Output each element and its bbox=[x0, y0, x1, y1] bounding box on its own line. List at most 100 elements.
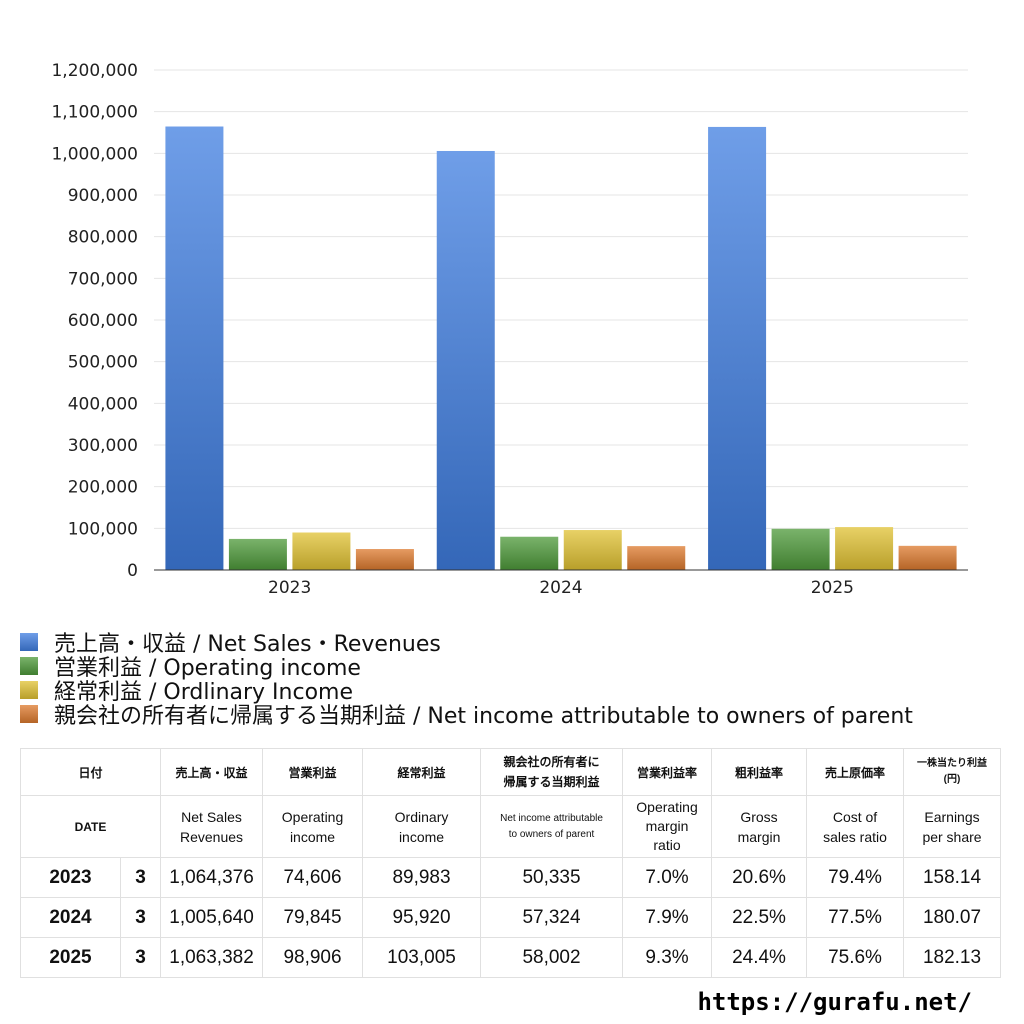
header-operating-margin-ja: 営業利益率 bbox=[622, 748, 713, 796]
bar-2024-series-0 bbox=[436, 150, 495, 570]
legend-item-net-income: 親会社の所有者に帰属する当期利益 / Net income attributab… bbox=[20, 702, 913, 729]
cell-ordinary-income: 103,005 bbox=[362, 937, 482, 978]
y-tick-label: 1,000,000 bbox=[51, 144, 138, 164]
bar-2023-series-1 bbox=[228, 538, 287, 570]
legend-swatch-operating-income bbox=[20, 657, 38, 675]
cell-net-income: 50,335 bbox=[480, 857, 624, 898]
bar-2024-series-2 bbox=[563, 530, 622, 570]
bar-2025-series-2 bbox=[835, 527, 894, 570]
cell-year: 2025 bbox=[20, 937, 121, 978]
header-eps-en: Earnings per share bbox=[903, 795, 1002, 858]
legend-swatch-ordinary-income bbox=[20, 681, 38, 699]
header-operating-income-ja: 営業利益 bbox=[262, 748, 364, 796]
header-date-ja: 日付 bbox=[19, 748, 162, 796]
cell-operating-margin: 7.9% bbox=[622, 897, 713, 938]
cell-operating-income: 79,845 bbox=[262, 897, 364, 938]
cell-operating-margin: 7.0% bbox=[622, 857, 713, 898]
y-tick-label: 0 bbox=[127, 561, 138, 581]
y-tick-label: 900,000 bbox=[68, 186, 138, 206]
y-tick-label: 600,000 bbox=[68, 311, 138, 331]
table-row: 2023 3 1,064,376 74,606 89,983 50,335 7.… bbox=[20, 857, 1002, 898]
cell-operating-margin: 9.3% bbox=[622, 937, 713, 978]
x-tick-label: 2025 bbox=[811, 578, 854, 598]
cell-month: 3 bbox=[119, 857, 162, 898]
legend-swatch-net-income bbox=[20, 705, 38, 723]
y-tick-label: 700,000 bbox=[68, 269, 138, 289]
legend-item-ordinary-income: 経常利益 / Ordlinary Income bbox=[20, 678, 913, 705]
legend-swatch-net-sales bbox=[20, 633, 38, 651]
bar-2025-series-0 bbox=[708, 126, 767, 570]
header-eps-ja: 一株当たり利益 (円) bbox=[903, 748, 1002, 796]
cell-net-income: 58,002 bbox=[480, 937, 624, 978]
header-ordinary-income-en: Ordinary income bbox=[362, 795, 482, 858]
bar-2025-series-3 bbox=[898, 545, 957, 570]
cell-ordinary-income: 89,983 bbox=[362, 857, 482, 898]
cell-net-sales: 1,005,640 bbox=[160, 897, 264, 938]
x-axis-tick-labels: 2023 2024 2025 bbox=[268, 578, 854, 598]
bar-2023-series-2 bbox=[292, 532, 351, 570]
table-row: 2025 3 1,063,382 98,906 103,005 58,002 9… bbox=[20, 937, 1002, 978]
table-header-row-en: DATE Net Sales Revenues Operating income… bbox=[19, 795, 1002, 858]
cell-cost-ratio: 77.5% bbox=[806, 897, 905, 938]
bar-2023-series-0 bbox=[165, 126, 224, 570]
header-gross-margin-ja: 粗利益率 bbox=[711, 748, 808, 796]
header-cost-ratio-ja: 売上原価率 bbox=[806, 748, 905, 796]
cell-operating-income: 74,606 bbox=[262, 857, 364, 898]
bar-chart: 0 100,000 200,000 300,000 400,000 500,000 600,… bbox=[51, 61, 968, 598]
y-tick-label: 800,000 bbox=[68, 228, 138, 248]
cell-net-income: 57,324 bbox=[480, 897, 624, 938]
bar-2025-series-1 bbox=[771, 528, 830, 570]
bar-2024-series-3 bbox=[627, 546, 686, 570]
header-net-income-ja: 親会社の所有者に 帰属する当期利益 bbox=[480, 748, 624, 796]
y-tick-label: 500,000 bbox=[68, 353, 138, 373]
header-cost-ratio-en: Cost of sales ratio bbox=[806, 795, 905, 858]
cell-gross-margin: 24.4% bbox=[711, 937, 808, 978]
bar-2024-series-1 bbox=[500, 536, 559, 570]
bar-2023-series-3 bbox=[355, 549, 414, 570]
chart-gridlines bbox=[154, 69, 968, 529]
y-tick-label: 400,000 bbox=[68, 394, 138, 414]
table-row: 2024 3 1,005,640 79,845 95,920 57,324 7.… bbox=[20, 897, 1002, 938]
cell-year: 2024 bbox=[20, 897, 121, 938]
cell-year: 2023 bbox=[20, 857, 121, 898]
legend-label-net-income: 親会社の所有者に帰属する当期利益 / Net income attributab… bbox=[54, 704, 913, 729]
cell-net-sales: 1,064,376 bbox=[160, 857, 264, 898]
header-ordinary-income-ja: 経常利益 bbox=[362, 748, 482, 796]
legend-label-operating-income: 営業利益 / Operating income bbox=[54, 656, 361, 681]
cell-cost-ratio: 75.6% bbox=[806, 937, 905, 978]
header-net-income-en: Net income attributable to owners of par… bbox=[480, 795, 624, 858]
header-operating-margin-en: Operating margin ratio bbox=[622, 795, 713, 858]
cell-eps: 180.07 bbox=[903, 897, 1002, 938]
chart-legend: 売上高・収益 / Net Sales・Revenues 営業利益 / Opera… bbox=[20, 630, 913, 729]
x-tick-label: 2024 bbox=[539, 578, 582, 598]
chart-bars bbox=[165, 126, 957, 570]
table-header-row-ja: 日付 売上高・収益 営業利益 経常利益 親会社の所有者に 帰属する当期利益 営業… bbox=[19, 748, 1002, 796]
legend-label-net-sales: 売上高・収益 / Net Sales・Revenues bbox=[54, 632, 441, 657]
cell-operating-income: 98,906 bbox=[262, 937, 364, 978]
header-net-sales-en: Net Sales Revenues bbox=[160, 795, 264, 858]
financial-data-table: 日付 売上高・収益 営業利益 経常利益 親会社の所有者に 帰属する当期利益 営業… bbox=[19, 748, 1002, 978]
cell-eps: 182.13 bbox=[903, 937, 1002, 978]
cell-gross-margin: 22.5% bbox=[711, 897, 808, 938]
cell-eps: 158.14 bbox=[903, 857, 1002, 898]
cell-ordinary-income: 95,920 bbox=[362, 897, 482, 938]
y-tick-label: 1,100,000 bbox=[51, 103, 138, 123]
legend-item-operating-income: 営業利益 / Operating income bbox=[20, 654, 913, 681]
header-gross-margin-en: Gross margin bbox=[711, 795, 808, 858]
y-axis-tick-labels: 0 100,000 200,000 300,000 400,000 500,000 600,… bbox=[51, 61, 138, 581]
cell-cost-ratio: 79.4% bbox=[806, 857, 905, 898]
header-operating-income-en: Operating income bbox=[262, 795, 364, 858]
x-tick-label: 2023 bbox=[268, 578, 311, 598]
y-tick-label: 1,200,000 bbox=[51, 61, 138, 81]
source-url[interactable]: https://gurafu.net/ bbox=[697, 988, 972, 1016]
y-tick-label: 200,000 bbox=[68, 478, 138, 498]
cell-month: 3 bbox=[119, 937, 162, 978]
header-date-en: DATE bbox=[19, 795, 162, 858]
cell-month: 3 bbox=[119, 897, 162, 938]
legend-label-ordinary-income: 経常利益 / Ordlinary Income bbox=[54, 680, 353, 705]
header-net-sales-ja: 売上高・収益 bbox=[160, 748, 264, 796]
cell-gross-margin: 20.6% bbox=[711, 857, 808, 898]
y-tick-label: 300,000 bbox=[68, 436, 138, 456]
cell-net-sales: 1,063,382 bbox=[160, 937, 264, 978]
y-tick-label: 100,000 bbox=[68, 519, 138, 539]
